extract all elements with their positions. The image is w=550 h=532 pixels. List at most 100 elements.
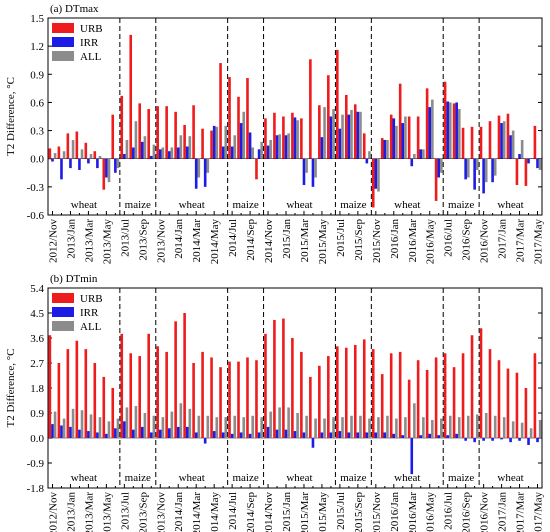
bar	[362, 339, 366, 438]
bar	[338, 431, 342, 438]
season-label: wheat	[497, 199, 523, 211]
bar	[188, 136, 192, 159]
y-tick-label: 0.9	[30, 69, 44, 81]
bar	[401, 123, 405, 159]
bar	[57, 146, 61, 159]
bar	[431, 419, 434, 438]
x-tick-label: 2016/Sep	[461, 219, 473, 261]
bar	[228, 77, 231, 159]
bar	[404, 417, 407, 438]
bar	[484, 413, 488, 438]
bar	[212, 431, 216, 438]
bar	[152, 415, 156, 438]
bar	[78, 158, 81, 170]
bar	[368, 151, 371, 159]
x-tick-label: 2015/May	[317, 219, 329, 265]
bar	[419, 149, 423, 159]
bar	[470, 126, 474, 159]
bar	[347, 114, 351, 159]
bar	[152, 144, 156, 159]
bar	[273, 319, 276, 438]
bar	[404, 116, 407, 159]
bar	[473, 158, 476, 190]
bar	[443, 81, 447, 159]
bar	[371, 158, 375, 208]
bar	[359, 111, 362, 159]
bar	[284, 135, 288, 159]
bar	[350, 415, 353, 438]
bar	[362, 133, 366, 159]
bar	[210, 130, 213, 159]
y-tick-label: -0.3	[27, 182, 45, 194]
bar	[416, 360, 420, 438]
season-label: wheat	[179, 199, 205, 211]
bar	[380, 138, 384, 159]
bar	[179, 135, 183, 159]
bar	[350, 109, 353, 159]
bar	[71, 408, 75, 438]
bar	[515, 372, 519, 438]
bar	[221, 432, 225, 438]
bar	[497, 360, 501, 438]
bar	[269, 411, 272, 438]
bar	[527, 158, 530, 164]
bar	[105, 158, 108, 178]
bar	[210, 357, 213, 438]
x-tick-label: 2012/Nov	[47, 219, 59, 264]
plot-frame	[47, 287, 543, 489]
bar	[125, 407, 129, 438]
bar	[143, 413, 147, 438]
legend-swatch	[52, 37, 74, 47]
bar	[257, 149, 261, 159]
bar	[179, 403, 183, 438]
bar	[482, 438, 485, 441]
bar	[353, 344, 357, 438]
bar	[120, 333, 124, 438]
bar	[51, 158, 54, 162]
bar	[203, 438, 207, 444]
season-label: maize	[232, 472, 258, 484]
x-tick-label: 2015/Nov	[371, 492, 383, 532]
bar	[84, 349, 88, 438]
bar	[71, 139, 75, 159]
bar	[264, 333, 267, 438]
bar	[269, 139, 272, 159]
bar	[413, 154, 416, 159]
bar	[511, 421, 515, 438]
bar	[437, 158, 441, 178]
bar	[114, 428, 117, 438]
bar	[233, 135, 237, 159]
bar	[327, 75, 330, 159]
bar	[380, 374, 384, 438]
bar	[98, 417, 102, 438]
season-label: wheat	[71, 472, 97, 484]
y-tick-label: 0.9	[30, 408, 44, 420]
bar	[329, 432, 333, 438]
bar	[475, 158, 479, 170]
bar	[395, 418, 398, 438]
bar	[93, 151, 97, 159]
bar	[215, 417, 219, 438]
x-tick-label: 2017/Mar	[515, 492, 527, 532]
season-label: maize	[125, 472, 151, 484]
bar	[416, 116, 420, 159]
bar	[344, 347, 348, 438]
bar	[413, 403, 416, 438]
bar	[389, 114, 393, 159]
bar	[502, 121, 506, 159]
bar	[138, 103, 142, 159]
bar	[356, 432, 360, 438]
bar	[78, 429, 81, 438]
bar	[87, 158, 90, 164]
bar	[123, 154, 126, 159]
bar	[347, 432, 351, 438]
x-tick-label: 2013/Sep	[137, 492, 149, 532]
bar	[425, 88, 429, 159]
bar	[446, 101, 449, 159]
bar	[422, 149, 425, 159]
bar	[302, 158, 306, 185]
bar	[329, 116, 333, 159]
x-tick-label: 2017/May	[533, 219, 545, 265]
bar	[201, 351, 204, 438]
